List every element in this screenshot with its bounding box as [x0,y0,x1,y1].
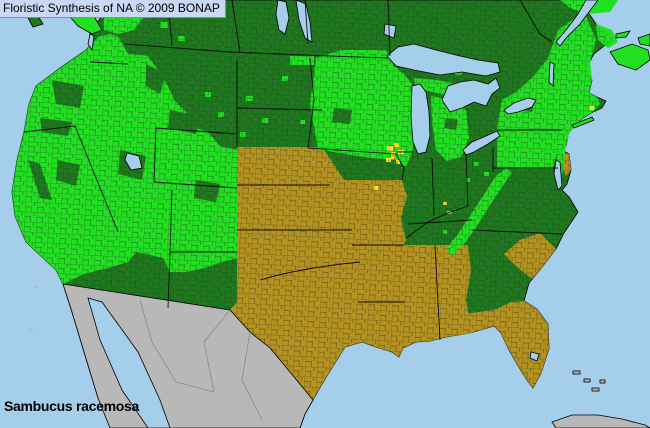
lake-champlain [548,61,555,87]
prince-edward-island [615,30,631,39]
st-lawrence-estuary [555,0,599,47]
lake-huron [441,77,501,113]
puget-sound [87,33,95,52]
chesapeake-bay [553,159,563,191]
lake-michigan [410,83,431,155]
lake-okeechobee [529,351,540,362]
nova-scotia [609,43,650,71]
great-salt-lake [124,152,143,171]
species-label: Sambucus racemosa [4,398,139,414]
state-borders [23,0,563,341]
lake-ontario [503,97,537,115]
lake-superior [386,43,501,77]
long-island [571,116,595,129]
lake-winnipegosis [275,0,290,35]
lake-winnipeg [295,0,313,43]
mexico-state-lines [139,299,263,421]
cape-breton-island [637,33,650,47]
lakes [87,0,599,362]
cuba [551,414,650,428]
bahamas-islands [572,370,606,392]
map-title: Floristic Synthesis of NA © 2009 BONAP [0,0,226,18]
gulf-of-california [87,297,171,428]
lake-nipigon [383,23,397,39]
lake-erie [462,130,501,156]
baja-offshore-islets [30,286,37,330]
